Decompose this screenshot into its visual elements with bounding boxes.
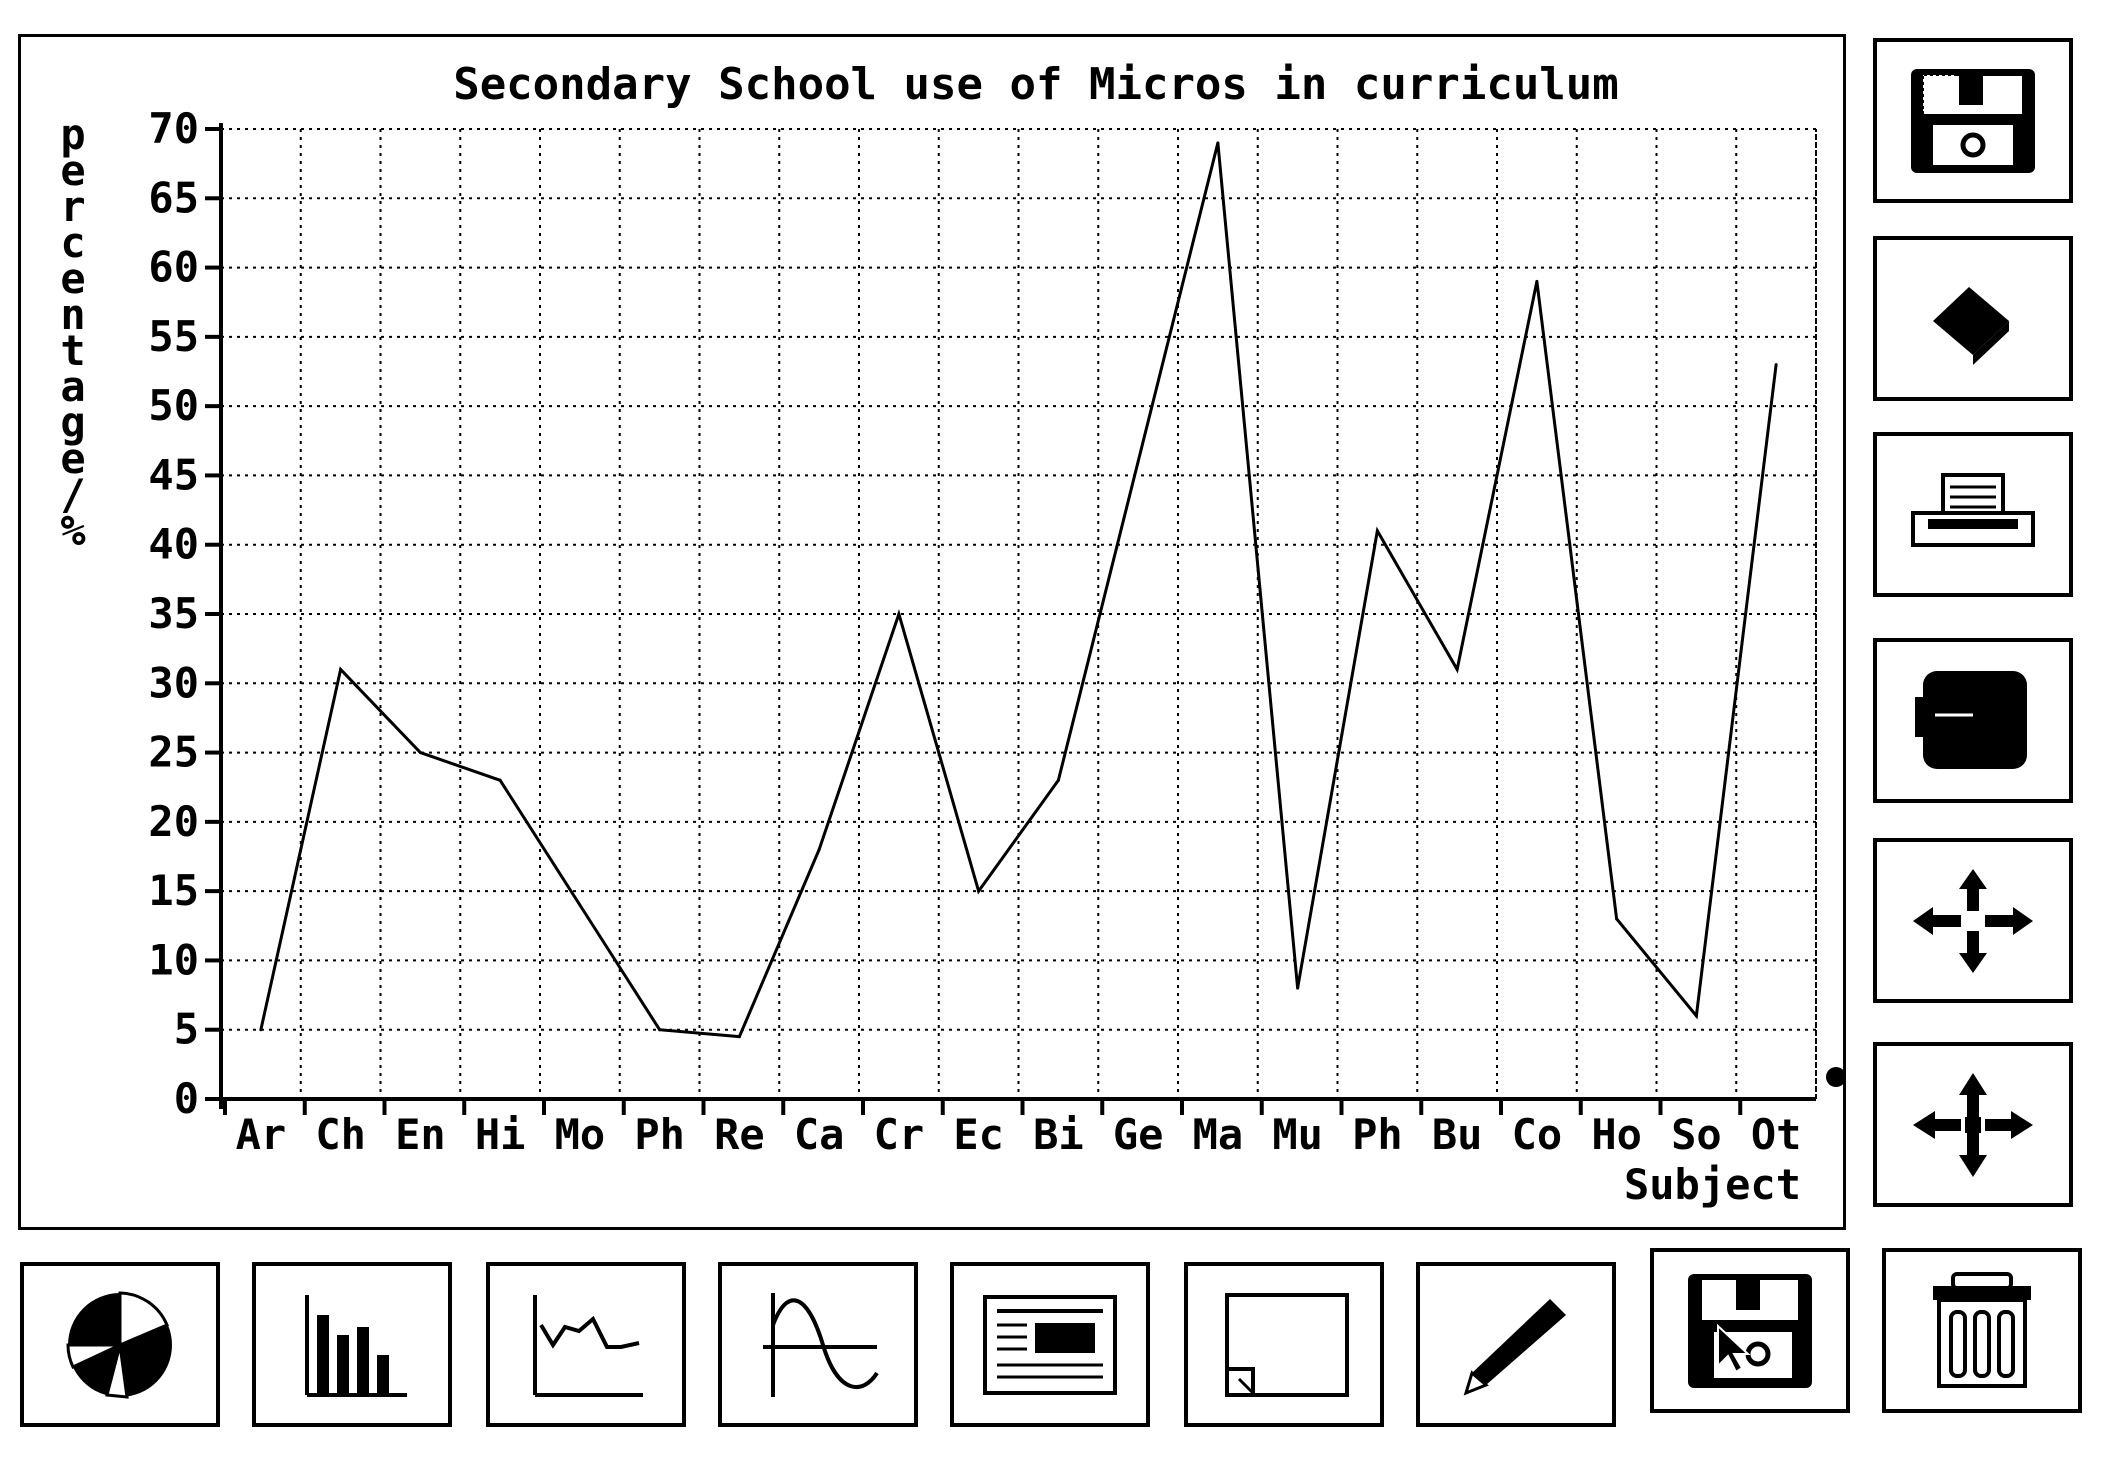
disk-icon (1911, 68, 2035, 173)
bar-chart-icon (305, 1294, 407, 1397)
x-tick-label: Mu (1272, 1110, 1323, 1159)
x-tick-labels: Ar Ch En Hi Mo Ph Re Ca Cr Ec Bi Ge Ma Mu Ph Bu Co Ho So Ot (223, 1099, 1802, 1159)
x-tick-label: Re (714, 1110, 765, 1159)
y-tick-label: 55 (148, 312, 199, 361)
y-tick-label: 50 (148, 381, 199, 430)
x-tick-label: Ho (1591, 1110, 1642, 1159)
data-point (339, 667, 343, 671)
move-button[interactable] (1873, 838, 2073, 1003)
data-point (1216, 141, 1220, 145)
printer-icon (1911, 472, 2035, 547)
data-point (259, 1028, 263, 1032)
data-point (1136, 460, 1140, 464)
card-button[interactable] (1873, 638, 2073, 803)
series (259, 141, 1778, 1039)
x-tick-label: Ge (1113, 1110, 1164, 1159)
data-point (1296, 986, 1300, 990)
pencil-button[interactable] (1416, 1262, 1616, 1427)
series-line (259, 142, 1778, 1039)
data-point (1694, 1014, 1698, 1018)
data-point (1056, 778, 1060, 782)
line-chart-button[interactable] (486, 1262, 686, 1427)
pie-chart-button[interactable] (20, 1262, 220, 1427)
y-tick-label: 65 (148, 173, 199, 222)
pencil-icon (1463, 1298, 1566, 1396)
x-tick-label: Bu (1432, 1110, 1483, 1159)
x-tick-label: Mo (555, 1110, 606, 1159)
y-tick-label: 45 (148, 450, 199, 499)
data-point (977, 889, 981, 893)
y-axis-label-text: p e r c e n t a g e /% (60, 110, 85, 555)
x-tick-label: Ch (315, 1110, 366, 1159)
bar-chart-button[interactable] (252, 1262, 452, 1427)
y-tick-label: 0 (174, 1074, 199, 1123)
trash-icon (1933, 1271, 2031, 1388)
move-icon (1913, 868, 2033, 973)
plot-border (220, 128, 1817, 1100)
resize-button[interactable] (1873, 1042, 2073, 1207)
y-tick-label: 25 (148, 728, 199, 777)
grid (213, 123, 1817, 1109)
print-button[interactable] (1873, 432, 2073, 597)
x-tick-label: Ec (953, 1110, 1004, 1159)
data-point (1375, 529, 1379, 533)
data-point (1774, 363, 1778, 367)
x-tick-label: Cr (874, 1110, 925, 1159)
y-tick-label: 15 (148, 866, 199, 915)
x-tick-label: Ar (236, 1110, 287, 1159)
x-tick-label: Ot (1751, 1110, 1802, 1159)
y-tick-label: 10 (148, 935, 199, 984)
card-icon (1915, 670, 2027, 769)
x-tick-label: En (395, 1110, 446, 1159)
y-tick-label: 5 (174, 1005, 199, 1054)
page-icon (1225, 1292, 1349, 1397)
chart-title: Secondary School use of Micros in curric… (453, 59, 1619, 110)
pie-chart-icon (66, 1290, 172, 1399)
save-disk-icon (1688, 1273, 1812, 1388)
x-tick-label: Ca (794, 1110, 845, 1159)
disk-button[interactable] (1873, 38, 2073, 203)
data-point (1455, 667, 1459, 671)
x-axis-label: Subject (1624, 1160, 1801, 1209)
curve-chart-button[interactable] (718, 1262, 918, 1427)
data-point (578, 903, 582, 907)
data-point (897, 612, 901, 616)
x-tick-label: Bi (1033, 1110, 1084, 1159)
data-point (418, 751, 422, 755)
data-point (658, 1028, 662, 1032)
x-tick-label: Hi (475, 1110, 526, 1159)
trash-button[interactable] (1882, 1248, 2082, 1413)
data-point (817, 848, 821, 852)
data-point (737, 1035, 741, 1039)
save-disk-button[interactable] (1650, 1248, 1850, 1413)
y-tick-labels: 0 5 10 15 20 25 30 35 40 45 50 55 60 65 70 (148, 104, 221, 1123)
page-button[interactable] (1184, 1262, 1384, 1427)
document-button[interactable] (950, 1262, 1150, 1427)
curve-chart-icon (763, 1292, 879, 1397)
data-point (1535, 279, 1539, 283)
data-point (498, 778, 502, 782)
data-point (1615, 917, 1619, 921)
x-tick-label: Ph (1352, 1110, 1403, 1159)
line-chart-icon (533, 1294, 643, 1397)
y-tick-label: 70 (148, 104, 199, 153)
cursor-dot (1826, 1067, 1846, 1087)
x-tick-label: Ma (1193, 1110, 1244, 1159)
document-icon (983, 1294, 1117, 1395)
x-tick-label: Co (1512, 1110, 1563, 1159)
x-tick-label: Ph (634, 1110, 685, 1159)
y-tick-label: 40 (148, 520, 199, 569)
x-tick-label: So (1671, 1110, 1722, 1159)
line-chart: Secondary School use of Micros in curric… (60, 59, 1846, 1209)
y-tick-label: 35 (148, 589, 199, 638)
y-tick-label: 30 (148, 658, 199, 707)
eraser-icon (1933, 286, 2009, 365)
y-axis-label: p e r c e n t a g e /% (60, 110, 85, 555)
y-tick-label: 20 (148, 797, 199, 846)
y-tick-label: 60 (148, 243, 199, 292)
resize-icon (1913, 1072, 2033, 1177)
eraser-button[interactable] (1873, 236, 2073, 401)
chart-panel: Secondary School use of Micros in curric… (18, 34, 1846, 1230)
